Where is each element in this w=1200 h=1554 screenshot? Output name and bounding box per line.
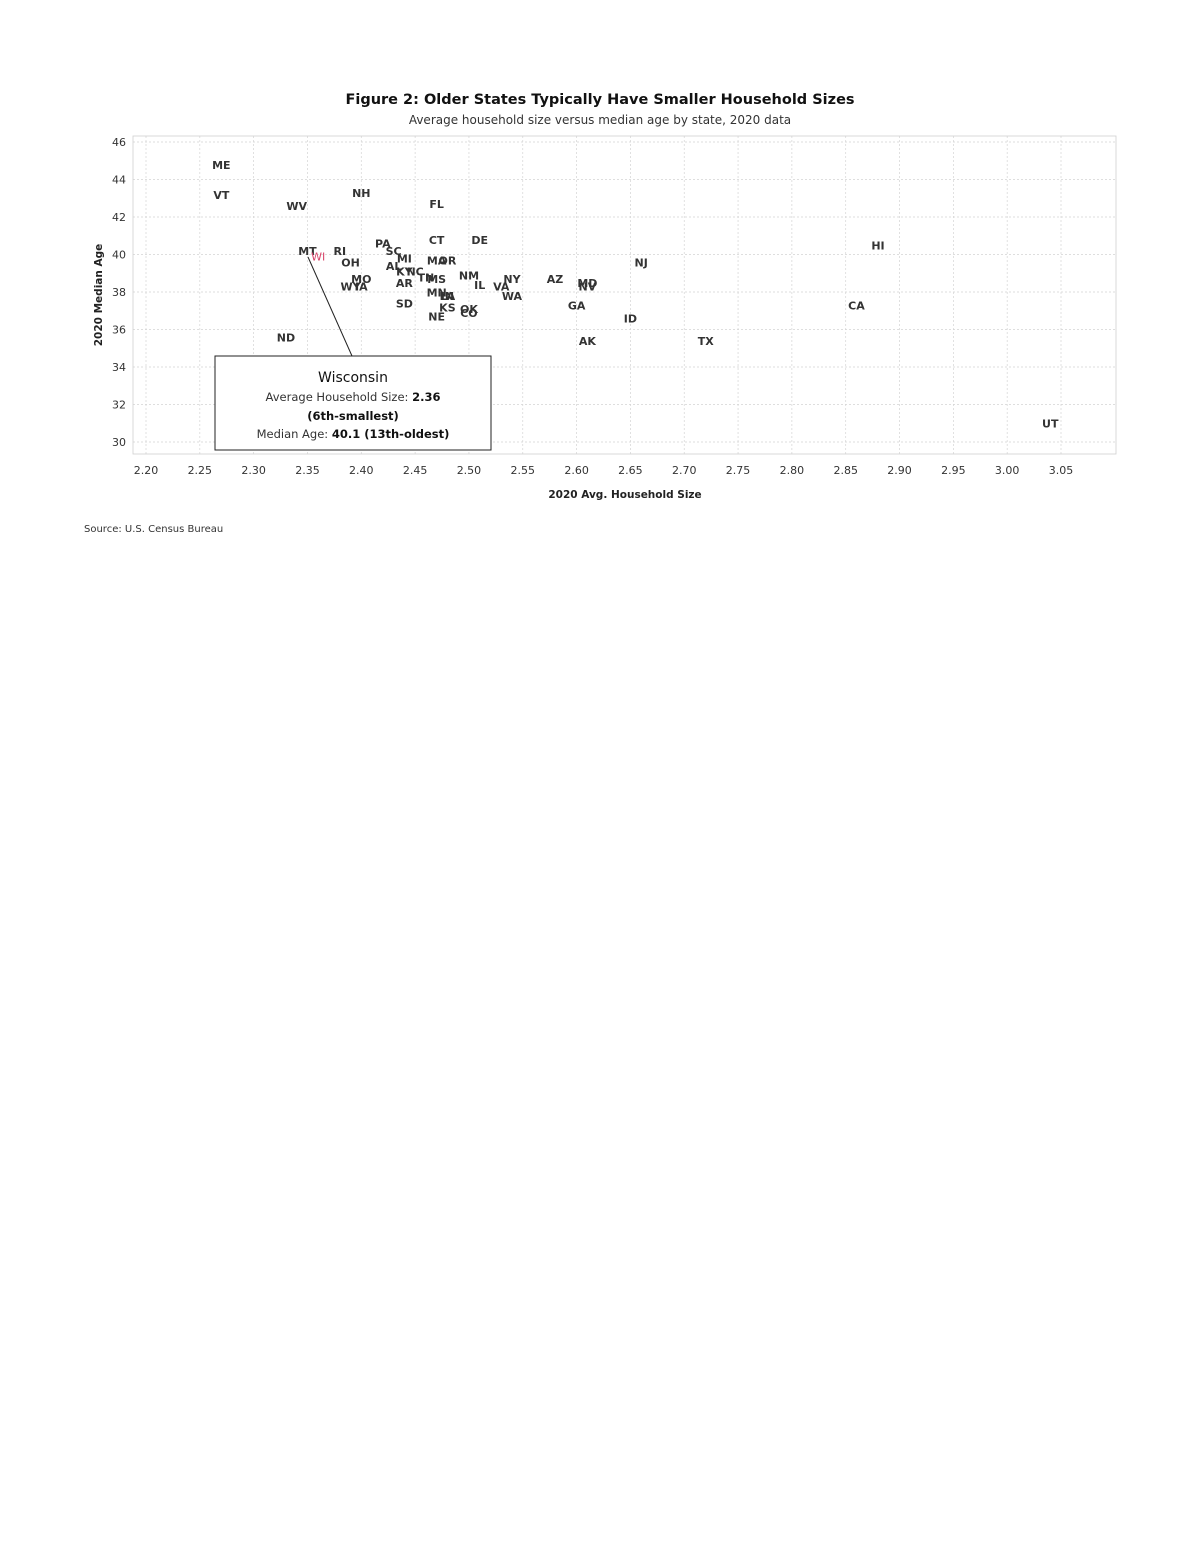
y-tick-label: 42 xyxy=(112,211,126,224)
chart-title: Figure 2: Older States Typically Have Sm… xyxy=(345,92,854,108)
annotation-rank-size: (6th-smallest) xyxy=(307,409,399,423)
point-label-ms: MS xyxy=(427,273,446,286)
annotation-state: Wisconsin xyxy=(318,370,388,386)
annotation-median-age: Median Age: 40.1 (13th-oldest) xyxy=(257,427,450,441)
point-label-ia: IA xyxy=(355,281,368,294)
x-tick-label: 3.05 xyxy=(1049,464,1074,477)
point-label-nm: NM xyxy=(459,269,479,282)
y-tick-label: 38 xyxy=(112,286,126,299)
annotation-box xyxy=(214,355,492,451)
y-tick-label: 44 xyxy=(112,174,126,187)
y-tick-label: 34 xyxy=(112,361,126,374)
point-label-md: MD xyxy=(577,277,597,290)
x-tick-label: 2.50 xyxy=(457,464,482,477)
point-label-wv: WV xyxy=(286,200,307,213)
x-axis-ticks: 2.20 2.25 2.30 2.35 2.40 2.45 2.50 2.55 2.60 2.65… xyxy=(134,464,1074,477)
y-axis-ticks: 30 32 34 36 38 40 42 44 46 xyxy=(112,136,126,449)
point-label-va: VA xyxy=(493,281,510,294)
point-label-nh: NH xyxy=(352,187,370,200)
y-tick-label: 32 xyxy=(112,399,126,412)
x-tick-label: 2.75 xyxy=(726,464,751,477)
x-tick-label: 2.45 xyxy=(403,464,428,477)
point-label-ca: CA xyxy=(848,299,865,312)
point-label-mo: MO xyxy=(351,273,371,286)
point-label-ks: KS xyxy=(439,301,456,314)
point-label-mt: MT xyxy=(298,245,317,258)
source-note: Source: U.S. Census Bureau xyxy=(84,524,223,535)
x-axis-label: 2020 Avg. Household Size xyxy=(548,489,701,501)
x-tick-label: 2.65 xyxy=(618,464,643,477)
x-tick-label: 2.40 xyxy=(349,464,374,477)
point-label-ny: NY xyxy=(503,273,521,286)
point-label-fl: FL xyxy=(429,198,444,211)
point-label-nj: NJ xyxy=(635,256,648,269)
point-label-pa: PA xyxy=(375,238,391,251)
point-label-me: ME xyxy=(212,159,230,172)
y-tick-label: 46 xyxy=(112,136,126,149)
point-label-tn: TN xyxy=(418,271,435,284)
x-tick-label: 2.90 xyxy=(887,464,912,477)
point-label-wa: WA xyxy=(502,290,523,303)
point-label-al: AL xyxy=(386,260,402,273)
point-label-ak: AK xyxy=(579,335,597,348)
y-tick-label: 36 xyxy=(112,324,126,337)
point-label-mi: MI xyxy=(397,253,412,266)
x-tick-label: 2.85 xyxy=(833,464,858,477)
point-label-la: LA xyxy=(440,290,456,303)
point-label-ky: KY xyxy=(396,266,414,279)
point-label-or: OR xyxy=(438,254,456,267)
point-label-hi: HI xyxy=(871,239,884,252)
point-label-sc: SC xyxy=(386,245,402,258)
point-label-nc: NC xyxy=(406,266,423,279)
y-tick-label: 40 xyxy=(112,249,126,262)
point-label-tx: TX xyxy=(698,335,715,348)
y-axis-label: 2020 Median Age xyxy=(93,244,105,347)
point-label-nv: NV xyxy=(578,281,596,294)
point-label-de: DE xyxy=(471,234,488,247)
point-label-id: ID xyxy=(624,313,637,326)
plot-frame xyxy=(132,135,1117,455)
y-tick-label: 30 xyxy=(112,436,126,449)
point-label-az: AZ xyxy=(547,273,564,286)
point-label-ar: AR xyxy=(396,277,414,290)
point-label-mn: MN xyxy=(427,286,447,299)
chart-subtitle: Average household size versus median age… xyxy=(409,113,791,127)
x-tick-label: 2.55 xyxy=(511,464,536,477)
x-tick-label: 2.70 xyxy=(672,464,697,477)
annotation-leader-line xyxy=(307,256,353,357)
point-label-ct: CT xyxy=(429,234,445,247)
x-tick-label: 2.30 xyxy=(241,464,266,477)
x-tick-label: 2.35 xyxy=(295,464,320,477)
point-label-ga: GA xyxy=(568,299,586,312)
x-tick-label: 2.60 xyxy=(564,464,589,477)
point-label-sd: SD xyxy=(396,298,413,311)
x-tick-label: 2.80 xyxy=(780,464,805,477)
x-tick-label: 2.25 xyxy=(188,464,213,477)
point-label-ut: UT xyxy=(1042,418,1059,431)
point-label-ok: OK xyxy=(460,303,478,316)
annotation-household-size: Average Household Size: 2.36 xyxy=(266,390,441,404)
x-tick-label: 2.95 xyxy=(941,464,966,477)
point-label-ri: RI xyxy=(333,245,346,258)
x-tick-label: 2.20 xyxy=(134,464,159,477)
point-label-ne: NE xyxy=(428,311,445,324)
point-label-wi: WI xyxy=(311,251,325,264)
point-label-co: CO xyxy=(460,307,477,320)
point-label-in: IN xyxy=(441,290,454,303)
point-label-il: IL xyxy=(474,279,485,292)
point-label-wy: WY xyxy=(340,281,361,294)
point-label-nd: ND xyxy=(277,331,295,344)
point-label-vt: VT xyxy=(213,189,230,202)
point-label-oh: OH xyxy=(341,256,360,269)
point-label-ma: MA xyxy=(427,254,447,267)
x-tick-label: 3.00 xyxy=(995,464,1020,477)
